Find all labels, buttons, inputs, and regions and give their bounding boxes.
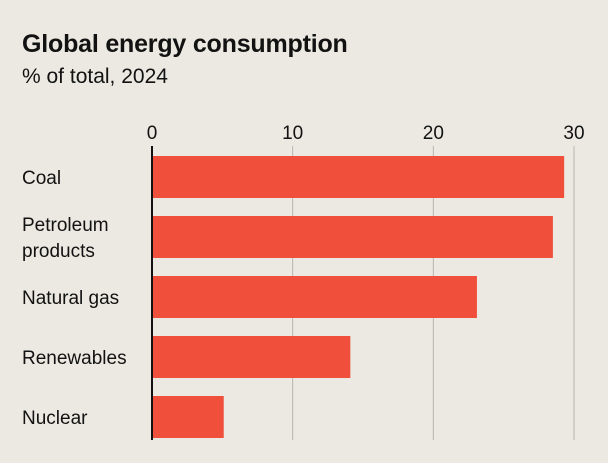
x-tick-label: 0 xyxy=(147,123,158,144)
bar xyxy=(152,156,565,198)
category-label: Petroleum products xyxy=(22,215,109,262)
category-label: Renewables xyxy=(22,348,127,369)
bar xyxy=(152,276,477,318)
x-tick-label: 10 xyxy=(282,123,303,144)
chart-title: Global energy consumption xyxy=(22,30,348,58)
category-label: Coal xyxy=(22,168,61,189)
bar xyxy=(152,216,553,258)
x-tick-label: 20 xyxy=(423,123,444,144)
category-label: Natural gas xyxy=(22,288,119,309)
category-label: Nuclear xyxy=(22,408,88,429)
bar xyxy=(152,396,224,438)
chart-subtitle: % of total, 2024 xyxy=(22,65,168,88)
bar xyxy=(152,336,351,378)
x-tick-label: 30 xyxy=(563,123,584,144)
